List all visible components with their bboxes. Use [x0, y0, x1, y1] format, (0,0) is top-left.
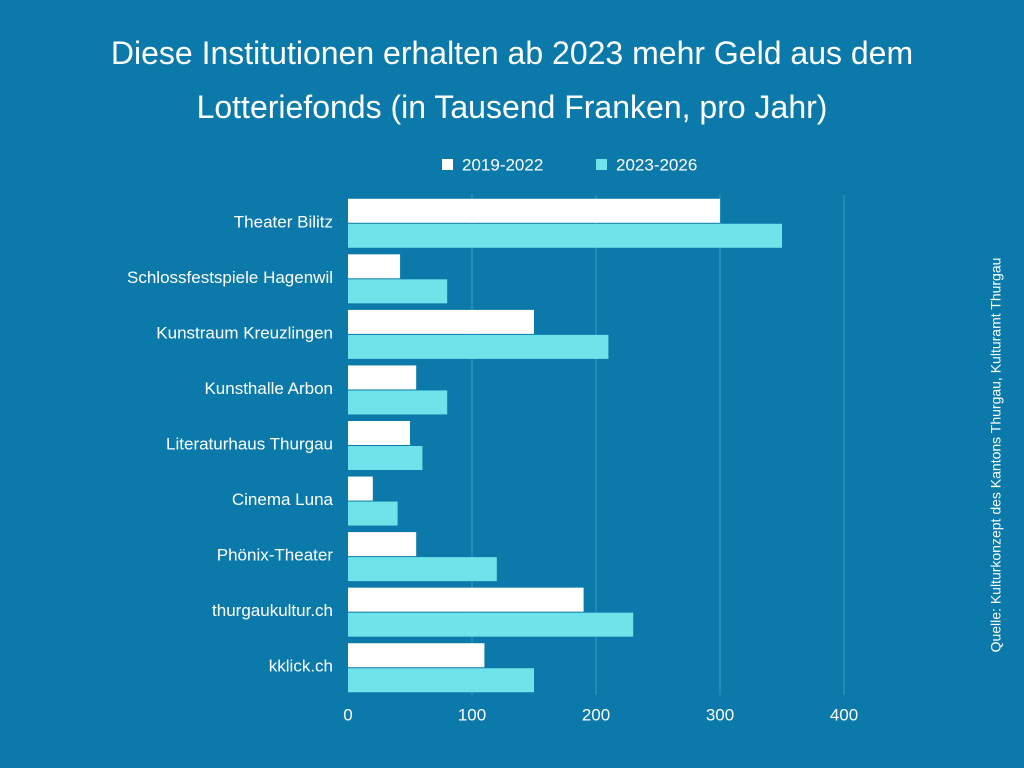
- legend-label: 2019-2022: [462, 155, 543, 174]
- legend-swatch: [442, 159, 453, 170]
- bar: [348, 668, 534, 693]
- y-tick-label: Kunstraum Kreuzlingen: [156, 323, 333, 342]
- y-tick-label: Kunsthalle Arbon: [204, 379, 333, 398]
- x-tick-label: 100: [458, 705, 486, 724]
- bar: [348, 334, 609, 359]
- bar: [348, 279, 448, 304]
- bar: [348, 309, 534, 334]
- bar: [348, 587, 584, 612]
- bar: [348, 390, 448, 415]
- bar: [348, 198, 720, 223]
- bar: [348, 643, 485, 668]
- chart-title: Diese Institutionen erhalten ab 2023 meh…: [110, 35, 914, 125]
- bar: [348, 476, 373, 501]
- y-tick-label: Schlossfestspiele Hagenwil: [127, 268, 333, 287]
- source: Quelle: Kulturkonzept des Kantons Thurga…: [988, 258, 1004, 653]
- bar: [348, 254, 401, 279]
- bar: [348, 557, 497, 582]
- bar: [348, 421, 410, 445]
- y-tick-label: Literaturhaus Thurgau: [166, 434, 333, 453]
- x-tick-label: 0: [343, 705, 352, 724]
- x-tick-label: 400: [830, 705, 858, 724]
- bar: [348, 612, 634, 637]
- bar: [348, 532, 417, 557]
- legend-swatch: [596, 159, 607, 170]
- y-tick-label: thurgaukultur.ch: [212, 601, 333, 620]
- x-tick-label: 300: [706, 705, 734, 724]
- legend-label: 2023-2026: [616, 155, 697, 174]
- bar: [348, 223, 782, 248]
- bar: [348, 446, 423, 470]
- bar: [348, 501, 398, 526]
- y-tick-label: kklick.ch: [269, 657, 333, 676]
- x-tick-label: 200: [582, 705, 610, 724]
- bar: [348, 365, 417, 390]
- y-tick-label: Cinema Luna: [232, 490, 334, 509]
- y-tick-label: Theater Bilitz: [234, 212, 333, 231]
- y-tick-label: Phönix-Theater: [217, 546, 334, 565]
